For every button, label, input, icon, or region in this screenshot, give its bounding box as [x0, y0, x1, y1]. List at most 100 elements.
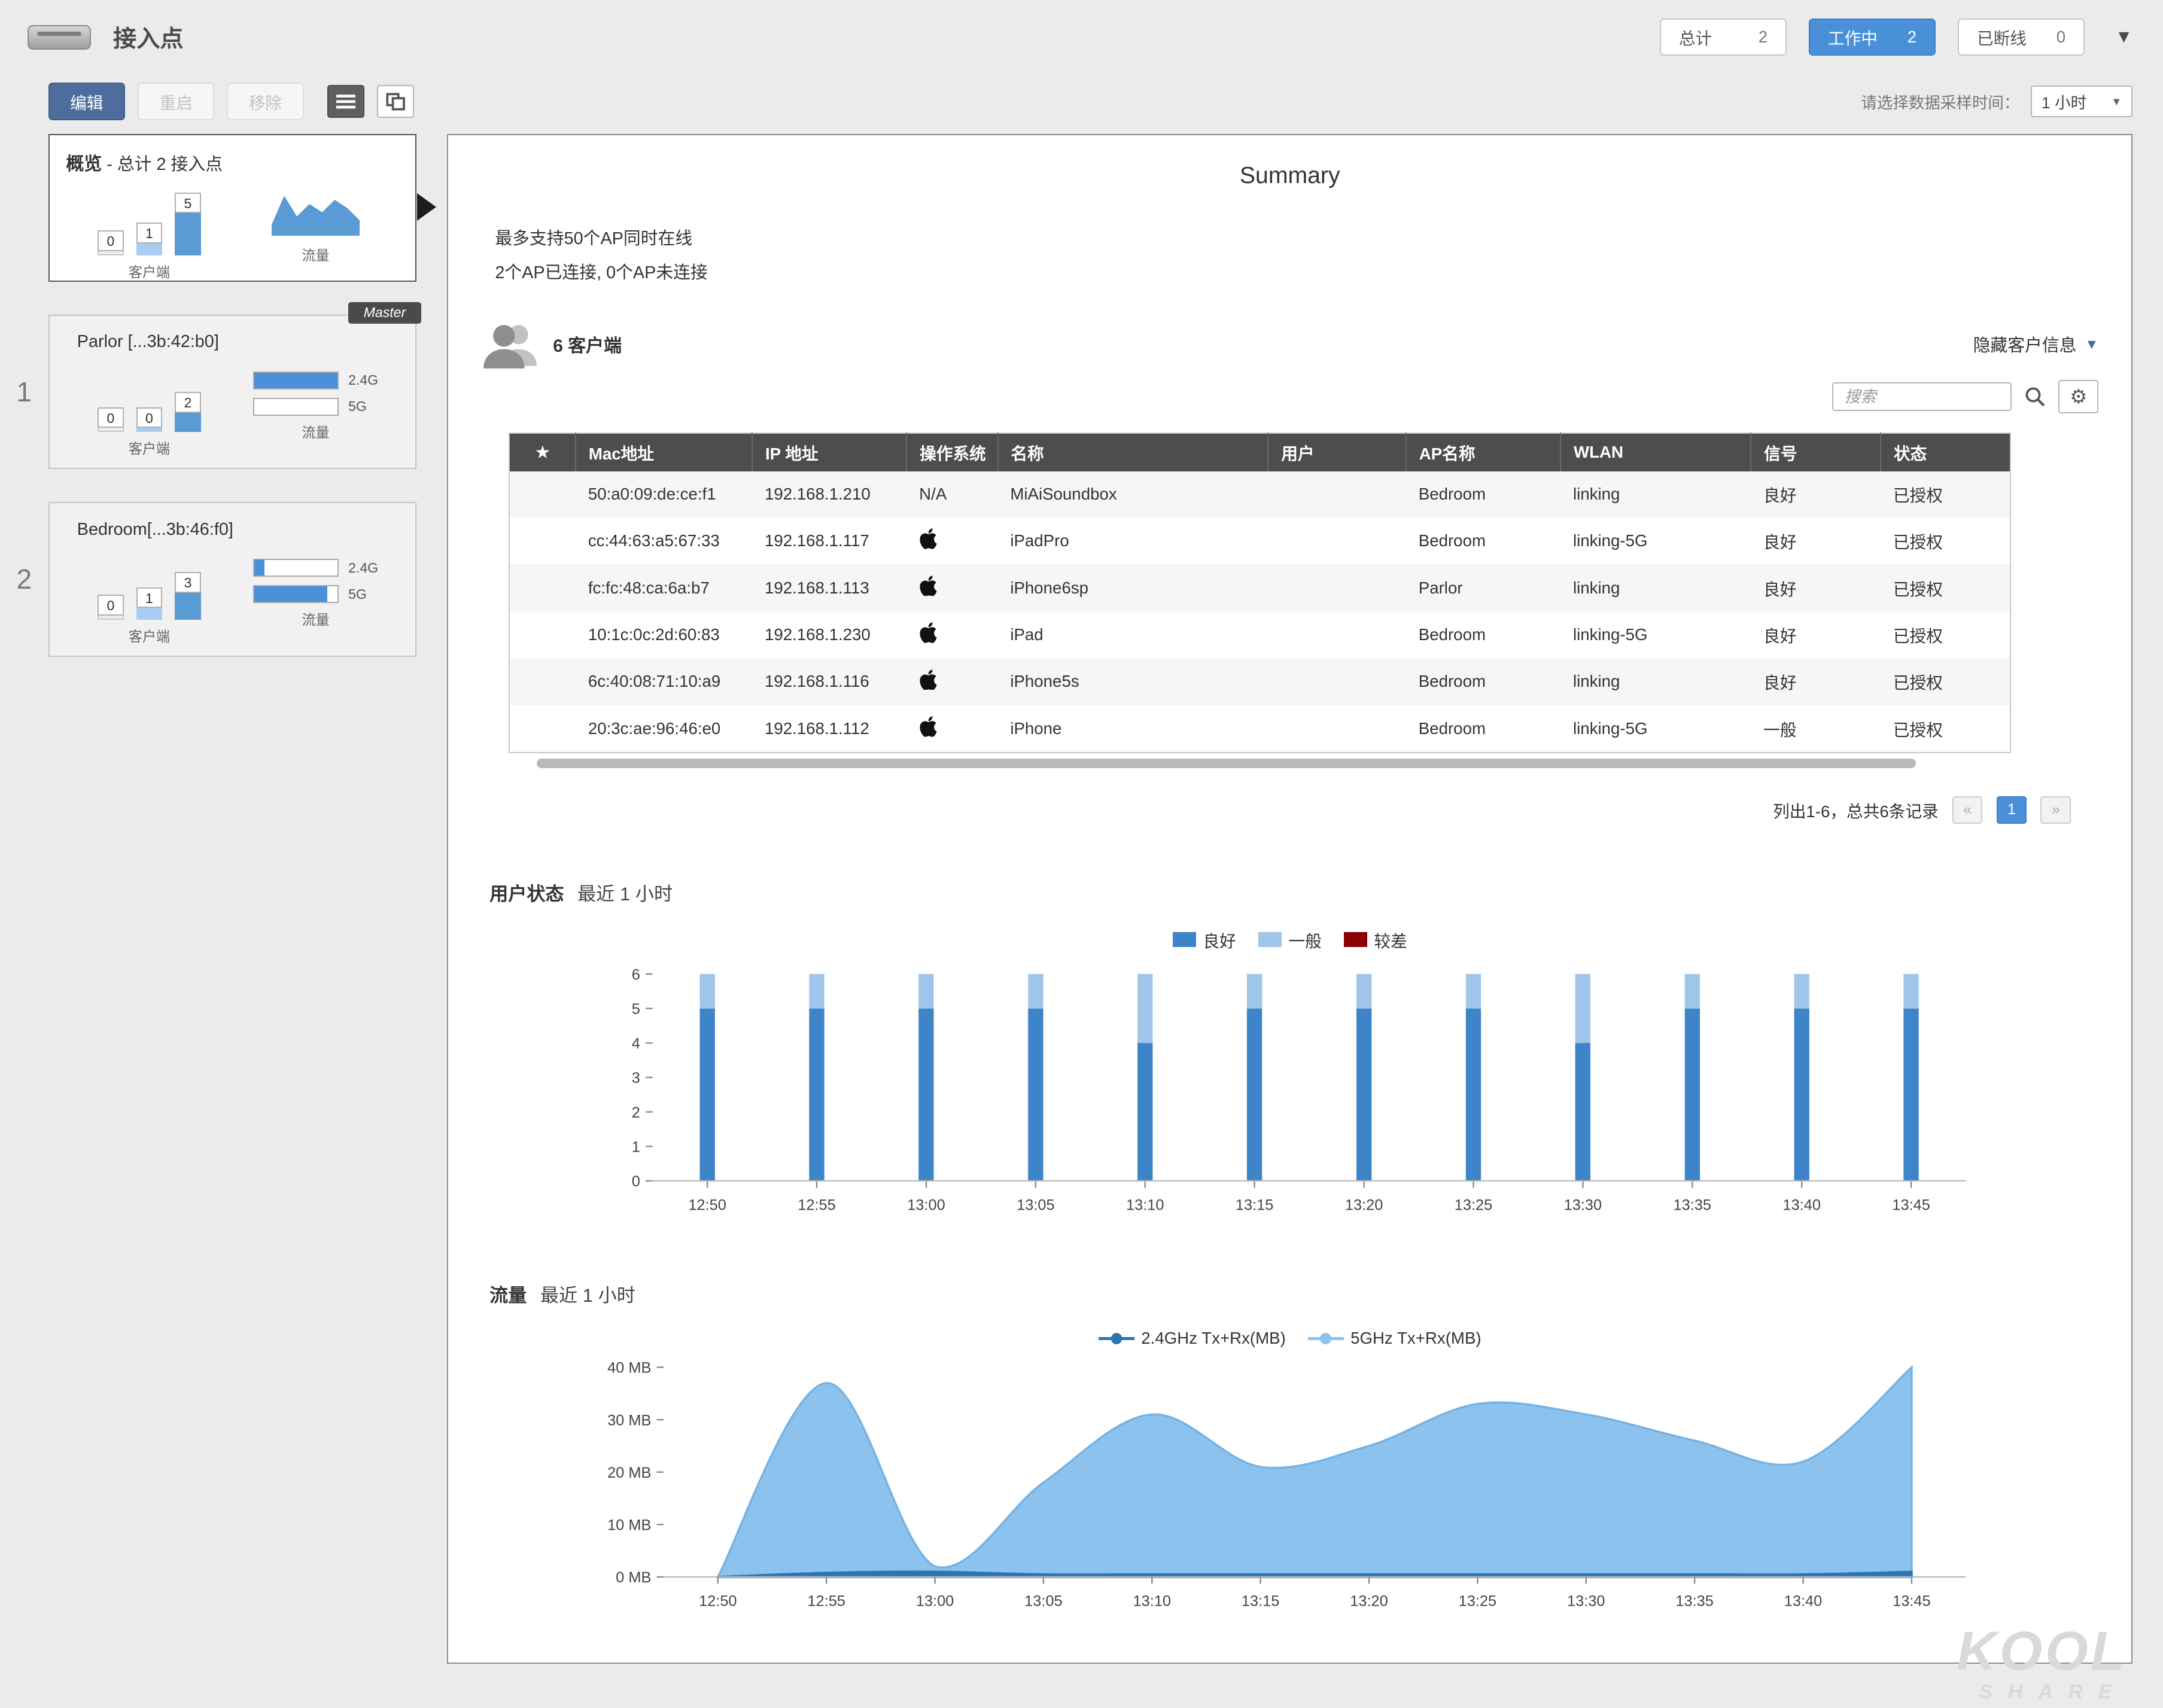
list-view-button[interactable]	[327, 85, 364, 118]
traffic-chart-title: 流量	[489, 1285, 527, 1306]
restart-button[interactable]: 重启	[138, 83, 214, 120]
cell-mac: 50:a0:09:de:ce:f1	[576, 471, 752, 517]
cell-wlan: linking-5G	[1560, 611, 1751, 658]
legend-item: 较差	[1344, 928, 1407, 952]
prev-page-button[interactable]: «	[1952, 796, 1983, 824]
search-button[interactable]	[2021, 386, 2049, 408]
col-header-wlan[interactable]: WLAN	[1560, 433, 1751, 471]
filter-total-button[interactable]: 总计 2	[1660, 19, 1787, 56]
router-icon	[28, 25, 91, 50]
row-star-cell	[509, 658, 576, 705]
col-header-user[interactable]: 用户	[1268, 433, 1406, 471]
svg-text:13:10: 13:10	[1126, 1196, 1164, 1213]
page-1-button[interactable]: 1	[1997, 796, 2027, 824]
table-row[interactable]: fc:fc:48:ca:6a:b7 192.168.1.113 iPhone6s…	[509, 564, 2010, 611]
chevron-down-icon: ▼	[2111, 95, 2122, 108]
summary-panel: Summary 最多支持50个AP同时在线 2个AP已连接, 0个AP未连接 6…	[447, 134, 2132, 1664]
col-header-os[interactable]: 操作系统	[906, 433, 997, 471]
cell-status: 已授权	[1881, 705, 2010, 753]
ap-clients-mini-chart: 013	[98, 550, 201, 619]
search-input[interactable]	[1832, 382, 2012, 411]
table-header-row: ★ Mac地址 IP 地址 操作系统 名称 用户 AP名称 WLAN 信号 状态	[509, 433, 2010, 471]
edit-button[interactable]: 编辑	[48, 83, 125, 120]
cell-ap: Bedroom	[1406, 611, 1560, 658]
table-row[interactable]: 20:3c:ae:96:46:e0 192.168.1.112 iPhone B…	[509, 705, 2010, 753]
cell-os: N/A	[906, 471, 997, 517]
svg-text:13:30: 13:30	[1564, 1196, 1602, 1213]
next-page-button[interactable]: »	[2040, 796, 2071, 824]
settings-button[interactable]: ⚙	[2058, 380, 2098, 413]
cell-user	[1268, 705, 1406, 753]
hide-client-info-toggle[interactable]: 隐藏客户信息 ▼	[1973, 332, 2099, 357]
col-header-name[interactable]: 名称	[998, 433, 1268, 471]
user-status-legend: 良好一般较差	[481, 928, 2098, 952]
cell-user	[1268, 517, 1406, 564]
table-row[interactable]: 10:1c:0c:2d:60:83 192.168.1.230 iPad Bed…	[509, 611, 2010, 658]
ap-card-parlor[interactable]: Master Parlor [...3b:42:b0] 002 客户端 2.4G…	[48, 315, 417, 469]
cell-wlan: linking	[1560, 658, 1751, 705]
collapse-panel-icon[interactable]: ▼	[2115, 27, 2133, 47]
row-star-cell	[509, 705, 576, 753]
cell-signal: 良好	[1751, 517, 1881, 564]
svg-text:13:10: 13:10	[1133, 1593, 1170, 1610]
filter-offline-label: 已断线	[1977, 25, 2027, 49]
selected-card-arrow-icon	[417, 193, 436, 221]
filter-working-button[interactable]: 工作中 2	[1809, 19, 1936, 56]
svg-text:2: 2	[632, 1104, 640, 1121]
star-icon[interactable]: ★	[509, 433, 576, 471]
table-horizontal-scrollbar[interactable]	[537, 759, 1916, 768]
tile-view-button[interactable]	[377, 85, 414, 118]
filter-total-count: 2	[1759, 28, 1767, 47]
svg-text:1: 1	[632, 1138, 640, 1155]
col-header-mac[interactable]: Mac地址	[576, 433, 752, 471]
traffic-band-bar: 2.4G	[253, 559, 378, 577]
client-count-bar: 1	[136, 587, 163, 620]
cell-signal: 良好	[1751, 658, 1881, 705]
remove-button[interactable]: 移除	[227, 83, 303, 120]
search-icon	[2024, 386, 2046, 408]
overview-clients-label: 客户端	[129, 261, 170, 281]
col-header-signal[interactable]: 信号	[1751, 433, 1881, 471]
cell-user	[1268, 471, 1406, 517]
overview-card[interactable]: 概览 - 总计 2 接入点 015 客户端 流量	[48, 134, 417, 282]
cell-ip: 192.168.1.113	[752, 564, 906, 611]
ap-connection-info: 2个AP已连接, 0个AP未连接	[495, 259, 2098, 284]
svg-text:3: 3	[632, 1070, 640, 1086]
col-header-ip[interactable]: IP 地址	[752, 433, 906, 471]
table-row[interactable]: 50:a0:09:de:ce:f1 192.168.1.210 N/A MiAi…	[509, 471, 2010, 517]
user-status-chart-subtitle: 最近 1 小时	[577, 884, 673, 905]
record-summary: 列出1-6，总共6条记录	[1773, 798, 1939, 822]
col-header-status[interactable]: 状态	[1881, 433, 2010, 471]
cell-mac: cc:44:63:a5:67:33	[576, 517, 752, 564]
cell-os	[906, 517, 997, 564]
svg-text:13:40: 13:40	[1784, 1593, 1822, 1610]
row-star-cell	[509, 471, 576, 517]
svg-text:20 MB: 20 MB	[607, 1465, 651, 1481]
table-row[interactable]: cc:44:63:a5:67:33 192.168.1.117 iPadPro …	[509, 517, 2010, 564]
cell-ap: Bedroom	[1406, 471, 1560, 517]
svg-text:30 MB: 30 MB	[607, 1412, 651, 1429]
cell-ip: 192.168.1.230	[752, 611, 906, 658]
svg-text:13:45: 13:45	[1893, 1593, 1930, 1610]
svg-text:13:05: 13:05	[1017, 1196, 1054, 1213]
col-header-ap[interactable]: AP名称	[1406, 433, 1560, 471]
cell-status: 已授权	[1881, 564, 2010, 611]
summary-title: Summary	[481, 163, 2098, 189]
sample-time-select[interactable]: 1 小时 ▼	[2031, 86, 2133, 117]
row-star-cell	[509, 611, 576, 658]
master-badge: Master	[348, 302, 421, 324]
table-row[interactable]: 6c:40:08:71:10:a9 192.168.1.116 iPhone5s…	[509, 658, 2010, 705]
client-count-bar: 1	[136, 223, 163, 255]
cell-ip: 192.168.1.210	[752, 471, 906, 517]
svg-text:13:45: 13:45	[1892, 1196, 1930, 1213]
ap-card-bedroom[interactable]: Bedroom[...3b:46:f0] 013 客户端 2.4G5G 流量	[48, 502, 417, 656]
cell-signal: 一般	[1751, 705, 1881, 753]
filter-offline-button[interactable]: 已断线 0	[1958, 19, 2085, 56]
svg-text:13:05: 13:05	[1024, 1593, 1062, 1610]
traffic-chart-subtitle: 最近 1 小时	[540, 1285, 635, 1306]
cell-name: MiAiSoundbox	[998, 471, 1268, 517]
svg-text:13:20: 13:20	[1345, 1196, 1383, 1213]
ap-index: 2	[0, 563, 48, 595]
cell-mac: fc:fc:48:ca:6a:b7	[576, 564, 752, 611]
clients-count: 6 客户端	[553, 331, 622, 357]
